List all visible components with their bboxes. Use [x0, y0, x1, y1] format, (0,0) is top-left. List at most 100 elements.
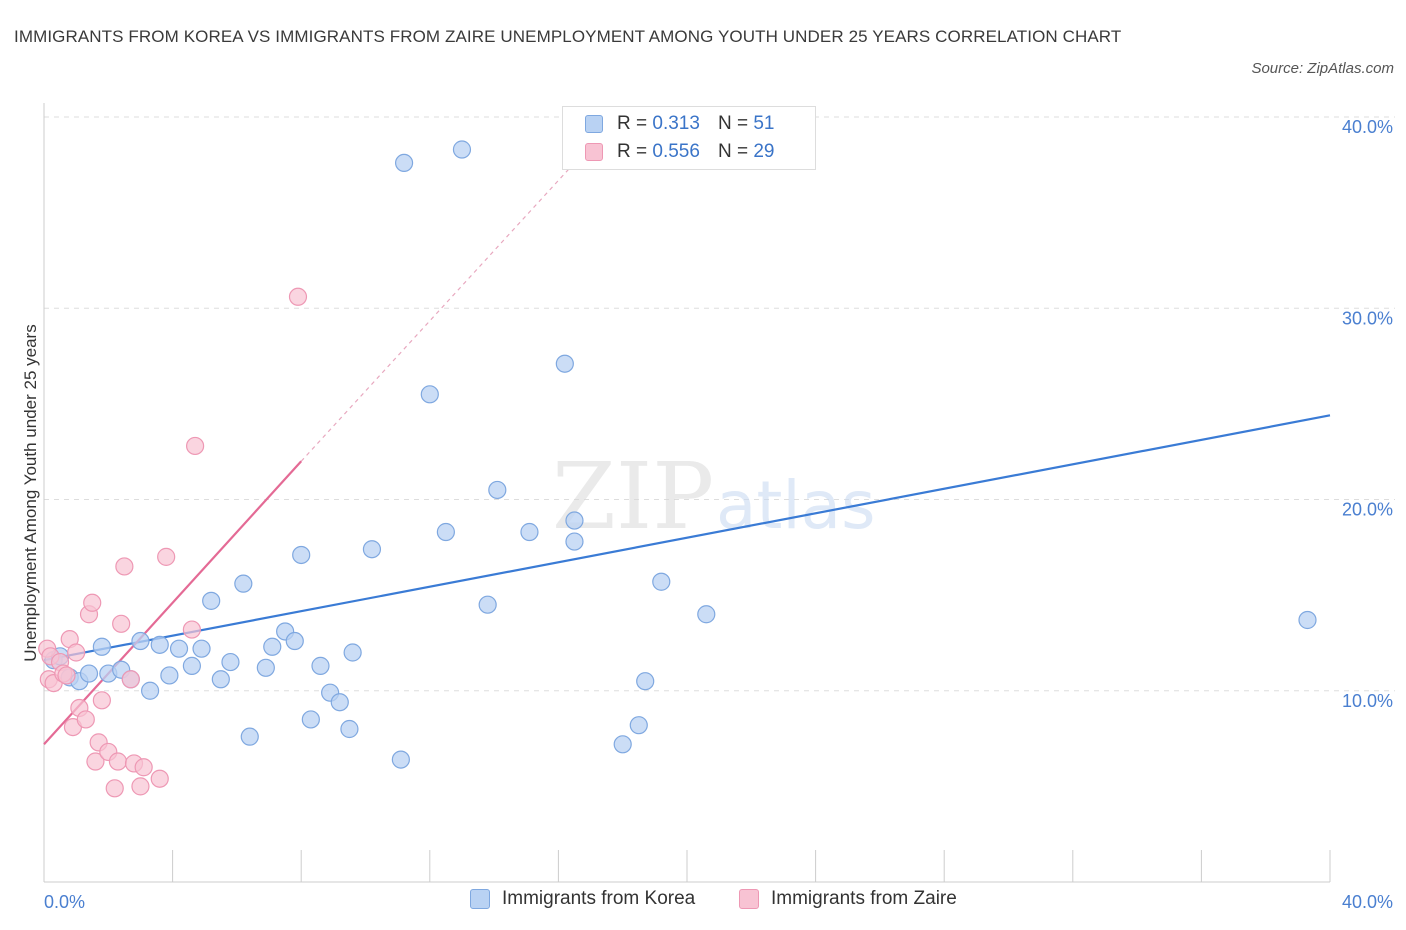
point-korea [362, 540, 382, 559]
y-tick-label: 40.0% [1342, 117, 1393, 137]
source-label: Source: ZipAtlas.com [1251, 60, 1394, 77]
point-korea [182, 656, 201, 675]
point-korea [1298, 610, 1317, 630]
point-korea [202, 591, 221, 610]
point-korea [394, 153, 414, 172]
point-korea [330, 693, 349, 712]
trend-line-korea [43, 414, 1331, 662]
legend-korea-n-label: N = [717, 113, 749, 134]
point-zaire [157, 547, 176, 566]
point-korea [140, 681, 160, 700]
point-korea [488, 480, 507, 500]
point-korea [629, 716, 648, 735]
point-korea [565, 532, 584, 551]
watermark-zip: ZIP [552, 443, 714, 550]
legend-row-zaire: R = 0.556 N = 29 [585, 139, 774, 165]
trend-line-zaire-extension [300, 162, 575, 462]
point-korea [256, 658, 275, 677]
series-swatch-zaire [739, 889, 759, 909]
point-zaire [108, 752, 128, 771]
watermark: ZIP atlas [552, 443, 876, 550]
point-korea [311, 656, 330, 675]
legend-swatch-korea [585, 115, 603, 133]
point-korea [169, 639, 189, 658]
point-zaire [288, 287, 308, 306]
point-zaire [92, 691, 111, 710]
point-korea [697, 605, 716, 624]
point-korea [292, 545, 311, 565]
point-zaire [83, 593, 102, 612]
series-legend-zaire: Immigrants from Zaire [739, 888, 957, 910]
series-legend: Immigrants from Korea Immigrants from Za… [0, 888, 1406, 916]
axes-layer [43, 103, 1331, 883]
legend-zaire-n-value: 29 [753, 141, 775, 162]
point-zaire [131, 777, 150, 796]
legend-zaire-r-value: 0.556 [652, 141, 700, 162]
point-korea [520, 522, 539, 542]
grid-layer [44, 116, 1395, 692]
stats-legend: R = 0.313 N = 51 R = 0.556 N = 29 [562, 106, 816, 170]
point-korea [221, 652, 240, 672]
point-zaire [76, 710, 95, 729]
chart-title: IMMIGRANTS FROM KOREA VS IMMIGRANTS FROM… [14, 27, 1122, 46]
series-legend-zaire-label: Immigrants from Zaire [771, 888, 957, 909]
point-korea [478, 595, 497, 614]
point-zaire [86, 752, 105, 771]
y-axis-label: Unemployment Among Youth under 25 years [21, 324, 40, 661]
trend-lines [43, 162, 1331, 746]
legend-korea-r-value: 0.313 [652, 113, 700, 134]
point-korea [92, 637, 111, 656]
point-zaire [150, 769, 169, 788]
point-korea [436, 522, 455, 542]
trend-line-zaire [43, 460, 303, 746]
point-korea [420, 385, 439, 404]
legend-korea-n-value: 51 [753, 113, 775, 134]
point-korea [79, 664, 99, 683]
point-korea [555, 354, 574, 373]
point-zaire [134, 758, 153, 777]
points-layer [38, 107, 1317, 798]
point-korea [234, 574, 253, 593]
tick-labels: 10.0% 20.0% 30.0% 40.0% 0.0% 40.0% [44, 117, 1393, 912]
point-korea [240, 727, 259, 746]
point-zaire [186, 436, 205, 456]
point-korea [160, 666, 179, 685]
point-korea [565, 511, 584, 530]
point-korea [452, 140, 472, 159]
point-korea [391, 750, 410, 769]
watermark-atlas: atlas [716, 467, 876, 544]
point-korea [150, 635, 169, 654]
point-korea [263, 637, 282, 656]
series-swatch-korea [470, 889, 490, 909]
point-korea [636, 672, 655, 691]
point-korea [192, 639, 211, 658]
point-zaire [67, 643, 86, 662]
series-legend-korea-label: Immigrants from Korea [502, 888, 696, 909]
point-korea [285, 631, 304, 651]
point-korea [211, 670, 230, 689]
legend-row-korea: R = 0.313 N = 51 [585, 111, 774, 137]
point-korea [340, 719, 359, 739]
x-tick-label-min: 0.0% [44, 892, 85, 912]
point-korea [652, 572, 671, 591]
y-tick-label: 20.0% [1342, 500, 1393, 520]
point-korea [301, 710, 320, 729]
legend-swatch-zaire [585, 143, 603, 161]
point-zaire [121, 670, 140, 689]
legend-korea-r-label: R = [617, 113, 648, 134]
point-zaire [57, 666, 76, 685]
legend-zaire-r-label: R = [617, 141, 648, 162]
y-tick-label: 10.0% [1342, 691, 1393, 711]
series-legend-korea: Immigrants from Korea [470, 888, 695, 910]
x-tick-label-max: 40.0% [1342, 892, 1393, 912]
point-zaire [112, 614, 131, 633]
point-korea [613, 735, 632, 754]
point-zaire [105, 779, 124, 798]
point-korea [131, 631, 150, 651]
legend-zaire-n-label: N = [717, 141, 749, 162]
point-zaire [182, 620, 201, 639]
point-korea [343, 643, 362, 662]
point-zaire [115, 557, 134, 576]
y-tick-label: 30.0% [1342, 308, 1393, 328]
